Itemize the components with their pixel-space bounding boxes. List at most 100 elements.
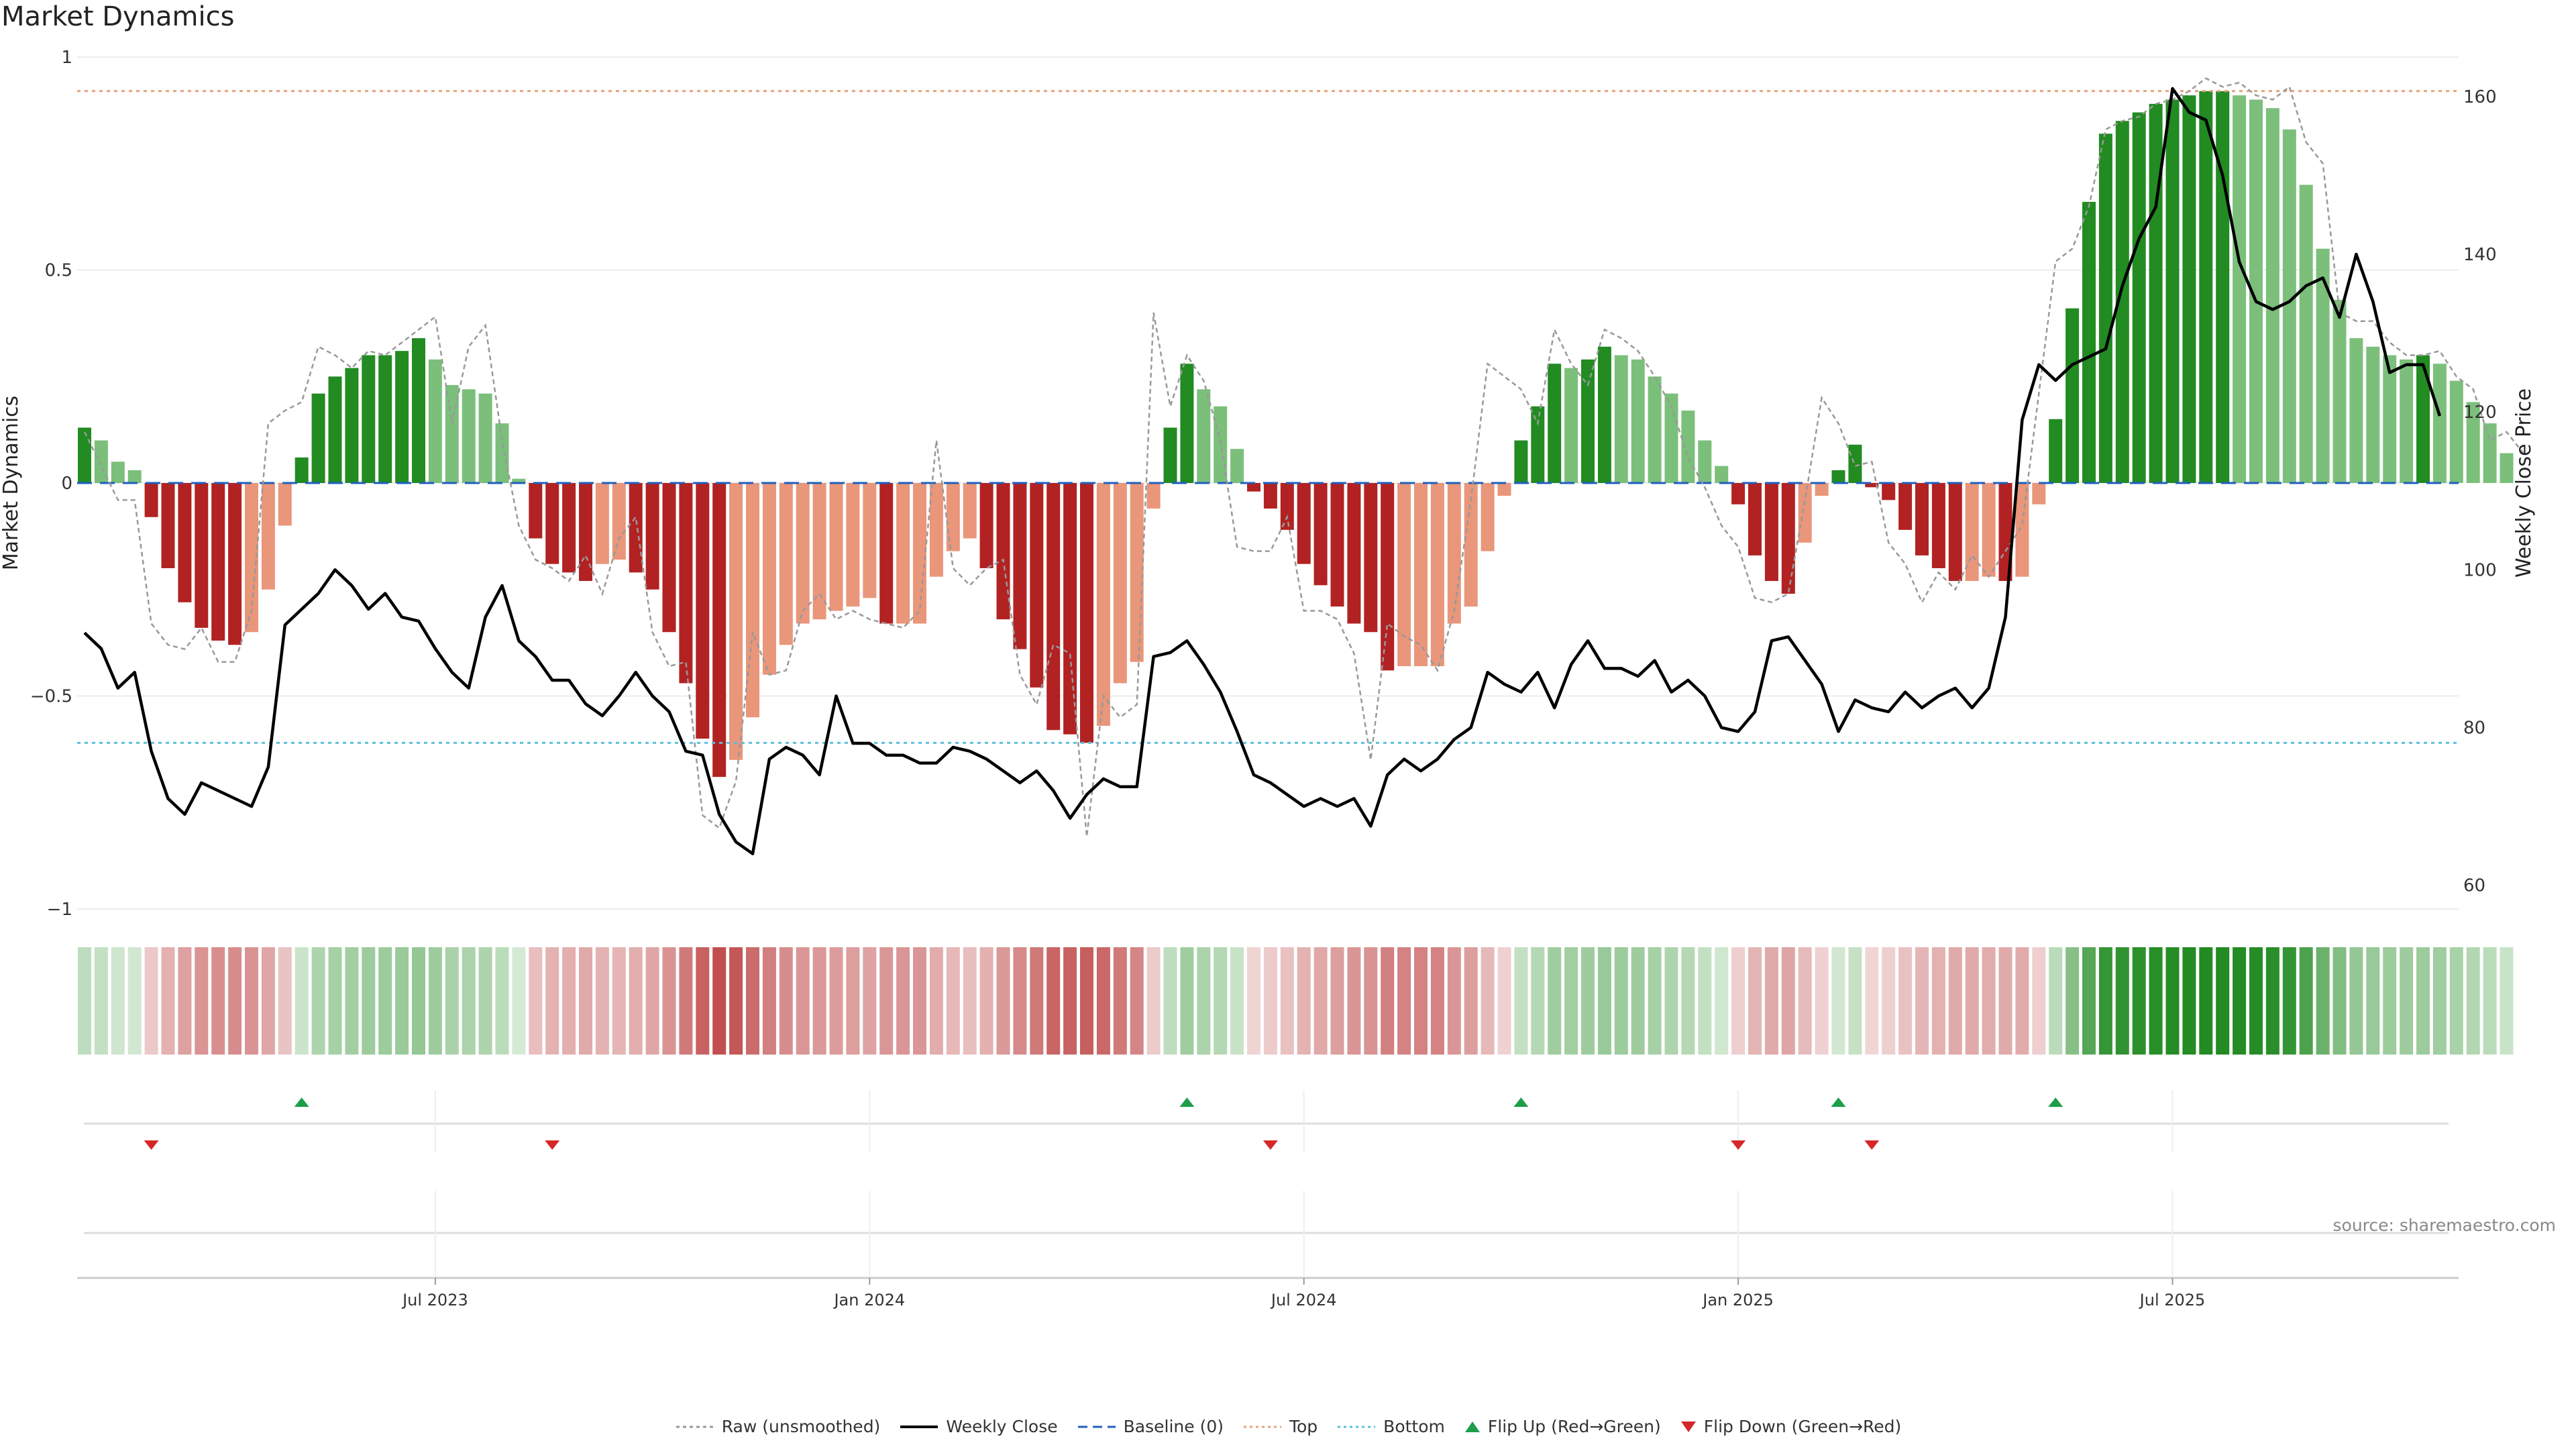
heat-cell xyxy=(629,947,643,1055)
dynamics-bar xyxy=(2065,308,2080,483)
heat-cell xyxy=(2199,947,2213,1055)
legend-item: Weekly Close xyxy=(899,1417,1058,1436)
x-tick-label: Jul 2023 xyxy=(401,1291,468,1309)
heat-cell xyxy=(1297,947,1311,1055)
x-tick-label: Jan 2025 xyxy=(1701,1291,1774,1309)
dynamics-bar xyxy=(612,483,626,560)
heat-cell xyxy=(1514,947,1528,1055)
y2-axis-title: Weekly Close Price xyxy=(2512,388,2536,578)
heat-cell xyxy=(662,947,676,1055)
x-tick-label: Jan 2024 xyxy=(833,1291,905,1309)
dynamics-bar xyxy=(462,389,476,483)
dynamics-bar xyxy=(395,351,409,483)
dynamics-bar xyxy=(1347,483,1361,624)
heat-cell xyxy=(362,947,376,1055)
dynamics-bar xyxy=(1597,346,1611,483)
dynamics-bar xyxy=(2316,248,2330,483)
y-tick-label: 1 xyxy=(61,48,72,68)
heat-cell xyxy=(762,947,776,1055)
y2-tick-label: 140 xyxy=(2463,245,2497,265)
axes: 1 0.5 0 −0.5 −1 160 140 120 100 80 60 Market Dynami… xyxy=(0,48,2536,920)
dynamics-bar xyxy=(195,483,209,628)
heat-strip xyxy=(78,947,2514,1055)
heat-cell xyxy=(1096,947,1110,1055)
flip-up-marker xyxy=(1831,1097,1846,1107)
heat-cell xyxy=(311,947,325,1055)
y-tick-label: 0.5 xyxy=(45,261,72,281)
heat-cell xyxy=(1080,947,1093,1055)
dynamics-bar xyxy=(1514,440,1528,483)
heat-cell xyxy=(645,947,659,1055)
heat-cell xyxy=(1631,947,1645,1055)
flip-up-marker xyxy=(1513,1097,1529,1107)
heat-cell xyxy=(111,947,125,1055)
raw-series xyxy=(83,77,2524,837)
heat-cell xyxy=(2500,947,2514,1055)
heat-cell xyxy=(679,947,693,1055)
dynamics-bar xyxy=(144,483,158,517)
heat-cell xyxy=(1882,947,1896,1055)
dynamics-bar xyxy=(963,483,977,539)
dynamics-bar xyxy=(1214,406,1228,483)
heat-cell xyxy=(2165,947,2180,1055)
dynamics-bar xyxy=(729,483,743,760)
dynamics-bar xyxy=(412,338,425,483)
heat-cell xyxy=(1531,947,1545,1055)
legend-item: Top xyxy=(1242,1417,1318,1436)
dynamics-bar xyxy=(762,483,776,675)
dynamics-bar xyxy=(1681,411,1695,483)
dynamics-bar xyxy=(996,483,1010,620)
dynamics-bar xyxy=(1313,483,1328,586)
heat-cell xyxy=(2032,947,2046,1055)
dynamics-bar xyxy=(1614,355,1628,483)
heat-cell xyxy=(1263,947,1277,1055)
heat-cell xyxy=(946,947,960,1055)
dynamics-bar xyxy=(1180,364,1194,483)
heat-cell xyxy=(2316,947,2330,1055)
heat-cell xyxy=(512,947,526,1055)
dynamics-bar xyxy=(495,423,509,483)
dynamics-bar xyxy=(428,359,442,483)
triangle-down-icon xyxy=(1680,1421,1696,1432)
y2-tick-label: 160 xyxy=(2463,87,2497,107)
legend-label: Raw (unsmoothed) xyxy=(721,1417,881,1436)
dynamics-bar xyxy=(2332,299,2347,483)
heat-cell xyxy=(294,947,309,1055)
dynamics-bar xyxy=(328,376,342,483)
dynamics-bar xyxy=(1381,483,1395,671)
y-tick-label: −1 xyxy=(47,900,72,920)
reference-lines xyxy=(77,90,2459,744)
heat-cell xyxy=(1698,947,1712,1055)
dynamics-bar xyxy=(2015,483,2029,577)
dynamics-bar xyxy=(812,483,826,620)
heat-cell xyxy=(2466,947,2480,1055)
dynamics-bar xyxy=(1948,483,1962,582)
heat-cell xyxy=(1113,947,1127,1055)
dynamics-bar xyxy=(1581,359,1595,483)
heat-cell xyxy=(963,947,977,1055)
heat-cell xyxy=(829,947,843,1055)
heat-cell xyxy=(1013,947,1027,1055)
heat-cell xyxy=(1214,947,1228,1055)
dynamics-bar xyxy=(2082,201,2096,483)
dynamics-bar xyxy=(2383,355,2397,483)
dynamics-bar xyxy=(2049,419,2063,483)
dynamics-bar xyxy=(2233,95,2247,483)
legend-label: Weekly Close xyxy=(946,1417,1058,1436)
heat-cell xyxy=(562,947,576,1055)
heat-cell xyxy=(1197,947,1211,1055)
heat-cell xyxy=(1931,947,1945,1055)
flip-up-marker xyxy=(2048,1097,2063,1107)
dynamics-bar xyxy=(1414,483,1428,667)
heat-cell xyxy=(1831,947,1845,1055)
dynamics-bar xyxy=(662,483,676,633)
heat-cell xyxy=(1464,947,1478,1055)
dynamics-bar xyxy=(1715,466,1729,483)
heat-cell xyxy=(1681,947,1695,1055)
flip-down-marker xyxy=(545,1140,560,1150)
heat-cell xyxy=(328,947,342,1055)
dynamics-bar xyxy=(679,483,693,684)
dynamics-bar xyxy=(1781,483,1795,594)
dynamics-bar xyxy=(1564,368,1578,483)
heat-cell xyxy=(1330,947,1344,1055)
